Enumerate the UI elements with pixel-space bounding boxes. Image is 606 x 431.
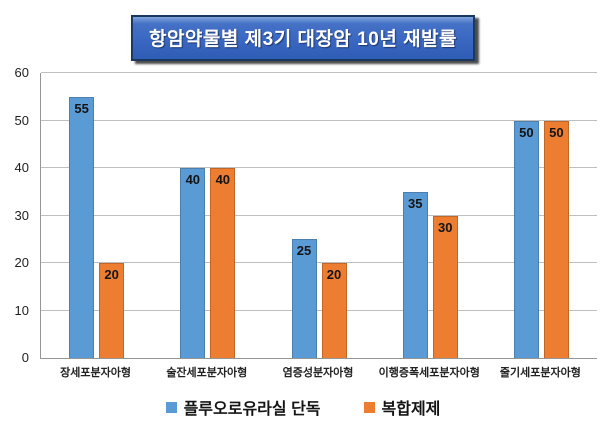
bar: 40 <box>180 168 206 358</box>
y-tick-label: 10 <box>14 302 29 318</box>
y-tick-label: 0 <box>21 350 29 365</box>
legend: 플루오로유라실 단독 복합제제 <box>0 395 606 419</box>
bar: 40 <box>210 168 236 358</box>
bar: 50 <box>513 120 539 358</box>
legend-label: 복합제제 <box>381 401 441 418</box>
y-tick-label: 60 <box>14 65 29 80</box>
bar-group: 40 40 <box>152 73 263 358</box>
y-tick-label: 20 <box>14 255 29 271</box>
legend-swatch-blue <box>165 401 177 413</box>
bar-group: 25 20 <box>263 73 374 358</box>
x-axis-label: 술잔세포분자아형 <box>166 367 248 379</box>
gridline <box>41 167 597 168</box>
bar-value-label: 40 <box>185 172 201 187</box>
legend-item-combination: 복합제제 <box>363 395 441 419</box>
bar-value-label: 20 <box>326 267 342 282</box>
legend-label: 플루오로유라실 단독 <box>183 401 321 418</box>
gridline <box>41 214 597 216</box>
x-axis-labels: 장세포분자아형 술잔세포분자아형 염증성분자아형 이행증폭세포분자아형 줄기세포분자아형 <box>40 364 596 380</box>
bar: 30 <box>432 215 458 358</box>
x-axis-label: 줄기세포분자아형 <box>499 367 581 379</box>
bar-value-label: 50 <box>549 124 564 140</box>
gridline <box>41 262 597 263</box>
gridline <box>41 119 597 121</box>
bar-value-label: 50 <box>519 124 534 140</box>
chart-title-box: 항암약물별 제3기 대장암 10년 재발률 <box>130 15 476 61</box>
bar-value-label: 30 <box>437 219 453 235</box>
y-tick-label: 40 <box>14 160 29 176</box>
gridline <box>41 72 597 73</box>
plot-area: 55 20 40 40 25 20 35 30 50 50 <box>40 72 597 359</box>
x-axis-label: 염증성분자아형 <box>282 367 354 379</box>
bar-value-label: 25 <box>296 243 312 259</box>
bar-group: 35 30 <box>375 73 486 358</box>
bar-group: 55 20 <box>41 73 152 358</box>
x-axis-label: 이행증폭세포분자아형 <box>378 367 480 379</box>
bar-value-label: 40 <box>215 172 231 187</box>
legend-item-fluorouracil: 플루오로유라실 단독 <box>165 395 321 419</box>
bar: 20 <box>99 263 125 358</box>
bar-group: 50 50 <box>486 73 597 358</box>
bar: 35 <box>402 191 428 358</box>
y-tick-label: 30 <box>14 207 29 223</box>
y-axis: 0 10 20 30 40 50 60 <box>0 65 34 365</box>
bar-value-label: 35 <box>407 195 423 211</box>
gridline <box>41 309 597 311</box>
bar: 25 <box>291 239 317 358</box>
chart-title: 항암약물별 제3기 대장암 10년 재발률 <box>148 29 458 50</box>
bar-value-label: 55 <box>74 100 89 116</box>
bar: 50 <box>543 120 569 358</box>
bar: 20 <box>321 263 347 358</box>
bar-groups: 55 20 40 40 25 20 35 30 50 50 <box>41 73 597 358</box>
gridlines <box>41 72 597 358</box>
y-tick-label: 50 <box>14 112 29 128</box>
legend-swatch-orange <box>363 401 375 413</box>
bar-value-label: 20 <box>104 267 119 282</box>
bar: 55 <box>69 96 95 358</box>
x-axis-label: 장세포분자아형 <box>60 367 132 379</box>
